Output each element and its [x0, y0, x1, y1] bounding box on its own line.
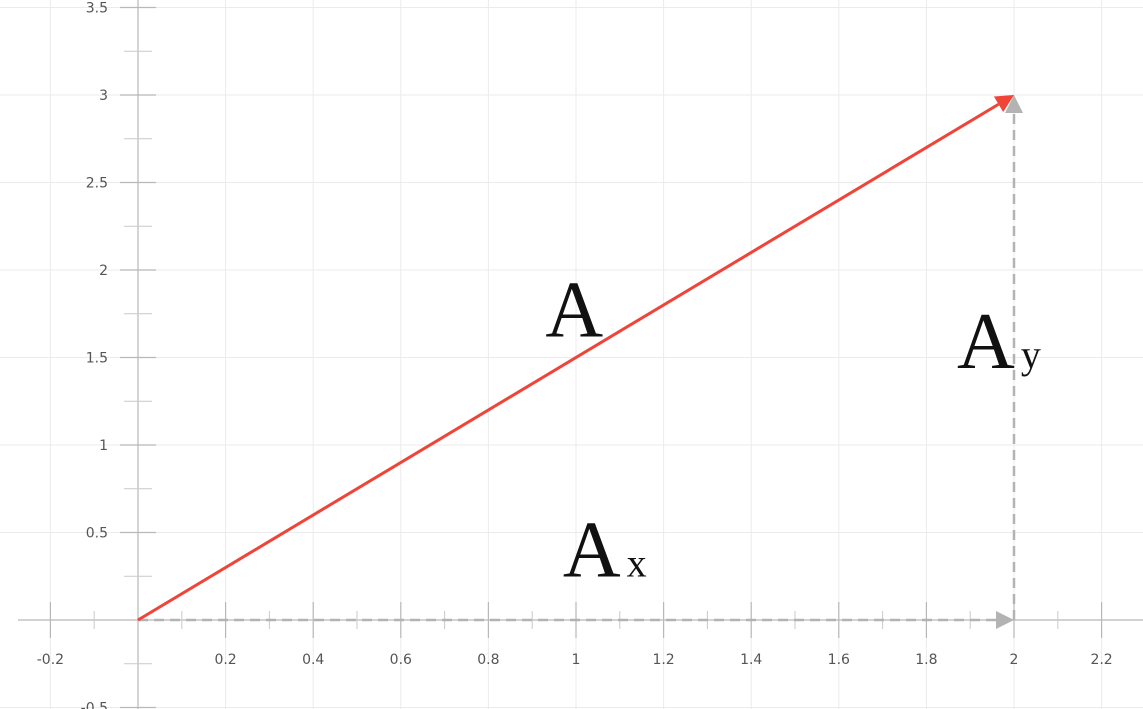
vectors — [137, 95, 1023, 629]
y-tick-label: 2 — [99, 263, 108, 279]
y-tick-label: 0.5 — [86, 526, 108, 542]
y-tick-label: 1.5 — [86, 351, 108, 367]
x-tick-label: 1.8 — [915, 652, 937, 668]
y-tick-label: -0.5 — [81, 701, 108, 709]
x-tick-label: 0.2 — [214, 652, 236, 668]
x-tick-label: 2 — [1010, 652, 1019, 668]
vector-Ax-arrowhead — [996, 611, 1014, 629]
x-tick-label: 0.6 — [390, 652, 412, 668]
vector-A-line — [137, 102, 1000, 622]
tick-labels: -0.2 0.2 0.4 0.6 0.8 1 1.2 1.4 1.6 1.8 2 2.2 -0.5 0.5… — [37, 1, 1113, 709]
x-tick-label: 2.2 — [1090, 652, 1112, 668]
ticks — [49, 6, 1103, 709]
x-tick-label: 1.4 — [740, 652, 762, 668]
x-tick-label: -0.2 — [37, 652, 64, 668]
x-tick-label: 0.4 — [302, 652, 324, 668]
vector-A-arrowhead — [993, 95, 1014, 112]
y-tick-label: 3.5 — [86, 1, 108, 17]
vector-labels: A A x A y — [545, 267, 1041, 595]
y-tick-label: 3 — [99, 88, 108, 104]
vector-Ay-arrowhead — [1005, 95, 1023, 113]
y-tick-label: 1 — [99, 438, 108, 454]
x-tick-label: 1 — [572, 652, 581, 668]
x-tick-label: 0.8 — [477, 652, 499, 668]
y-tick-label: 2.5 — [86, 176, 108, 192]
label-A: A — [545, 267, 603, 355]
x-tick-label: 1.2 — [652, 652, 674, 668]
x-tick-label: 1.6 — [828, 652, 850, 668]
